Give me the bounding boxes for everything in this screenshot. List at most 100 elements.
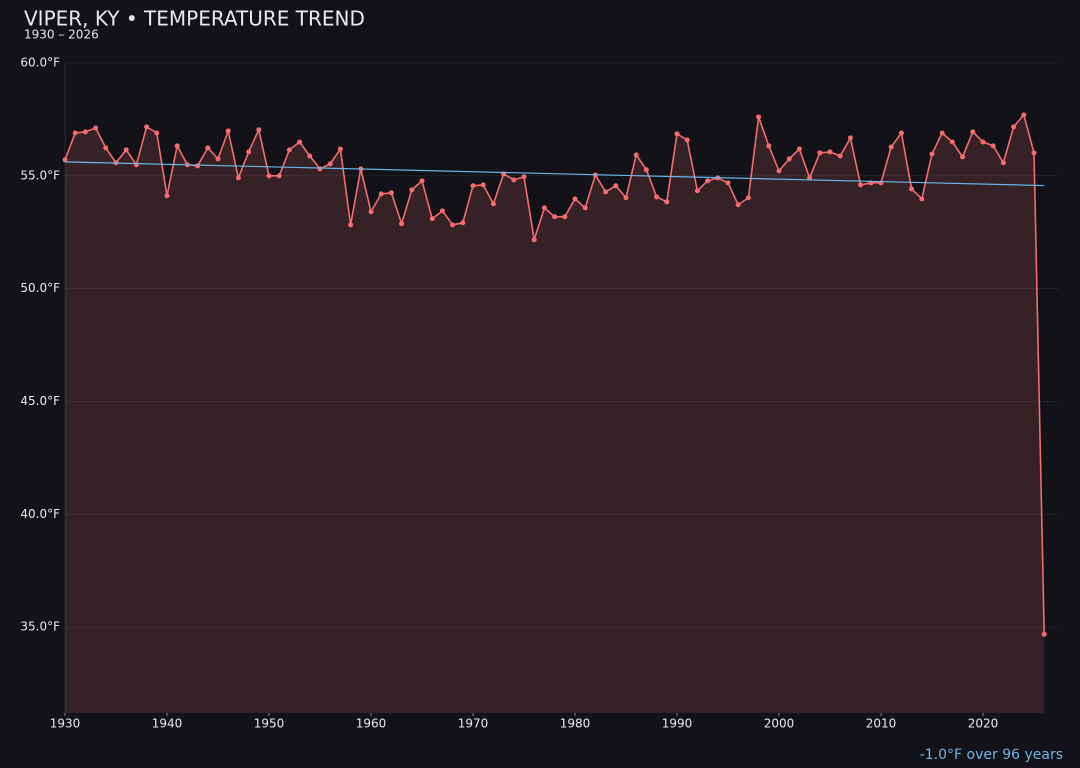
point [144, 124, 150, 130]
point [980, 139, 986, 145]
point [837, 153, 843, 159]
point [847, 135, 853, 141]
point [123, 147, 129, 153]
point [93, 125, 99, 131]
y-tick-label: 50.0°F [20, 281, 60, 295]
point [939, 130, 945, 136]
point [919, 196, 925, 202]
point [858, 182, 864, 188]
point [786, 156, 792, 162]
point [909, 186, 915, 192]
point [1031, 150, 1037, 156]
area [65, 114, 1045, 713]
point [266, 173, 272, 179]
point [552, 214, 558, 220]
point [460, 220, 466, 226]
x-tick-label: 1990 [662, 717, 693, 731]
point [164, 193, 170, 199]
point [766, 143, 772, 149]
point [582, 205, 588, 211]
x-tick-label: 2020 [968, 717, 999, 731]
x-tick-label: 2000 [764, 717, 795, 731]
x-tick-label: 1930 [50, 717, 81, 731]
point [317, 166, 323, 172]
point [541, 205, 547, 211]
point [103, 145, 109, 151]
point [235, 175, 241, 181]
point [664, 199, 670, 205]
point [450, 222, 456, 228]
point [378, 191, 384, 197]
point [929, 151, 935, 157]
x-tick-label: 1970 [458, 717, 489, 731]
point [62, 157, 68, 163]
point [735, 202, 741, 208]
point [337, 146, 343, 152]
point [490, 201, 496, 207]
chart-title: VIPER, KY • TEMPERATURE TREND [24, 7, 365, 31]
point [511, 177, 517, 183]
point [725, 180, 731, 186]
point [603, 189, 609, 195]
point [246, 149, 252, 155]
point [1011, 124, 1017, 130]
point [684, 137, 690, 143]
point [970, 129, 976, 135]
point [531, 237, 537, 243]
point [286, 147, 292, 153]
point [990, 143, 996, 149]
point [654, 194, 660, 200]
point [348, 222, 354, 228]
chart-subtitle: 1930 – 2026 [24, 28, 99, 42]
point [1041, 631, 1047, 637]
y-tick-label: 60.0°F [20, 56, 60, 70]
point [399, 221, 405, 227]
point [888, 144, 894, 150]
point [205, 145, 211, 151]
point [174, 143, 180, 149]
point [807, 175, 813, 181]
point [368, 209, 374, 215]
point [327, 161, 333, 167]
point [674, 131, 680, 137]
x-tick-label: 1980 [560, 717, 591, 731]
point [613, 183, 619, 189]
point [633, 152, 639, 158]
point [694, 188, 700, 194]
point [256, 127, 262, 133]
x-tick-label: 1950 [254, 717, 285, 731]
point [705, 178, 711, 184]
point [297, 139, 303, 145]
trend-line [64, 161, 1045, 187]
point [562, 214, 568, 220]
point [429, 216, 435, 222]
point [817, 150, 823, 156]
x-tick-label: 2010 [866, 717, 897, 731]
point [960, 154, 966, 160]
point [154, 130, 160, 136]
point [409, 187, 415, 193]
point [82, 129, 88, 135]
point [439, 208, 445, 214]
point [521, 174, 527, 180]
point [898, 130, 904, 136]
point [643, 167, 649, 173]
y-tick-label: 40.0°F [20, 507, 60, 521]
point [949, 139, 955, 145]
point [1000, 160, 1006, 166]
point [623, 195, 629, 201]
point [470, 183, 476, 189]
point [215, 156, 221, 162]
point [1021, 112, 1027, 118]
point [195, 163, 201, 169]
point [225, 128, 231, 134]
point [745, 195, 751, 201]
point [419, 178, 425, 184]
y-tick-label: 45.0°F [20, 394, 60, 408]
point [572, 196, 578, 202]
point [480, 182, 486, 188]
y-tick-label: 55.0°F [20, 168, 60, 182]
point [276, 173, 282, 179]
